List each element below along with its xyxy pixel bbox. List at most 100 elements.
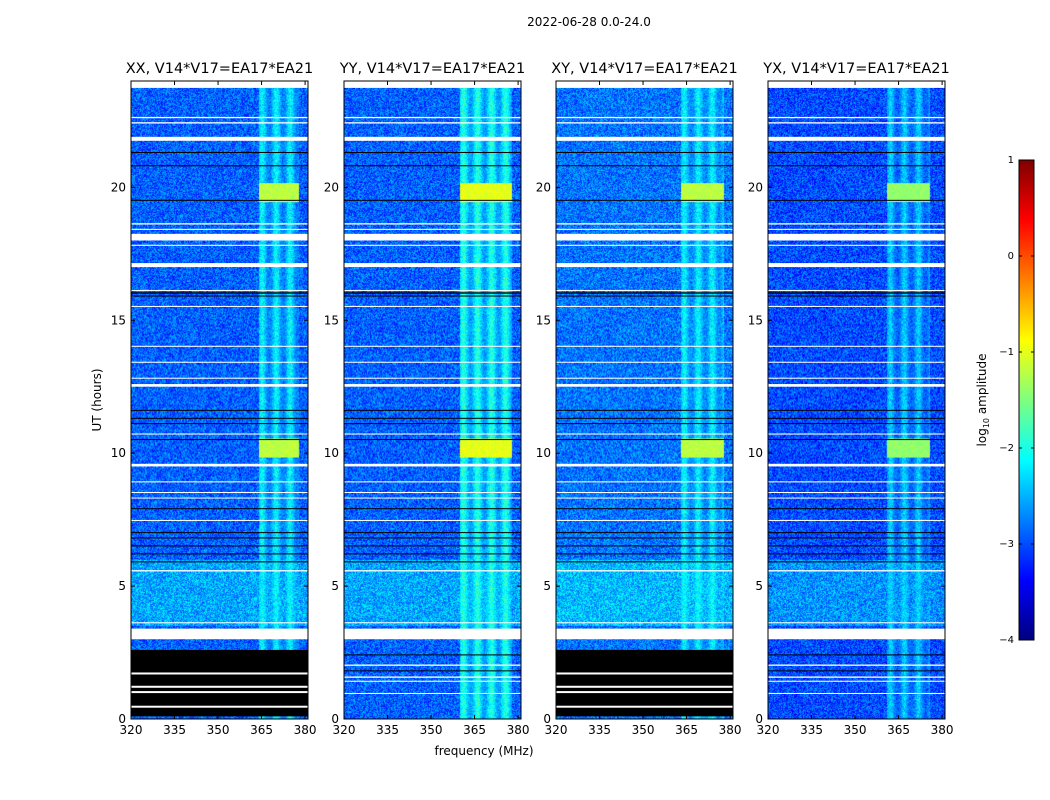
flagged-row-white <box>131 622 308 624</box>
y-tick-label: 15 <box>111 313 126 327</box>
x-tick-label: 365 <box>250 723 273 737</box>
flagged-row-white <box>131 433 308 435</box>
x-tick-label: 380 <box>294 723 317 737</box>
flagged-row-white <box>768 519 945 521</box>
y-tick-label: 10 <box>536 446 551 460</box>
x-tick-label: 335 <box>163 723 186 737</box>
flagged-row-black <box>768 561 945 563</box>
flagged-row-white <box>556 244 733 246</box>
flagged-row-white <box>768 233 945 241</box>
flagged-row-black <box>556 553 733 555</box>
flagged-row-black <box>131 417 308 419</box>
y-tick-label: 20 <box>324 180 339 194</box>
colorbar-tick-label: 0 <box>1008 251 1014 262</box>
x-tick-label: 350 <box>207 723 230 737</box>
flagged-row-white <box>768 664 945 666</box>
flagged-row-black <box>768 165 945 167</box>
flagged-row-white <box>556 289 733 292</box>
flagged-row-white <box>344 664 521 666</box>
flagged-row-white <box>768 244 945 246</box>
heatmap-image <box>131 87 308 719</box>
y-tick-label: 0 <box>755 712 763 726</box>
flagged-row-white <box>768 481 945 483</box>
flagged-row-white <box>556 116 733 119</box>
flagged-row-black <box>344 670 521 672</box>
flagged-row-white <box>556 705 733 708</box>
flagged-row-black <box>131 165 308 167</box>
x-tick-label: 365 <box>887 723 910 737</box>
flagged-row-white <box>131 497 308 499</box>
flagged-row-black <box>344 561 521 563</box>
flagged-row-black <box>556 292 733 294</box>
flagged-row-black <box>344 439 521 441</box>
colorbar-tick-label: 1 <box>1008 155 1014 166</box>
flagged-row-white <box>768 497 945 499</box>
panel-title: XY, V14*V17=EA17*EA21 <box>551 61 737 77</box>
flagged-row-white <box>556 481 733 483</box>
y-tick-label: 5 <box>543 579 551 593</box>
flagged-row-white <box>131 672 308 675</box>
colorbar-ticks: 1 0 −1 −2 −3 −4 <box>999 155 1034 646</box>
flagged-row-white <box>556 622 733 624</box>
flagged-row-white <box>768 263 945 268</box>
flagged-row-black <box>556 537 733 539</box>
flagged-row-white <box>768 463 945 467</box>
colorbar-tick-label: −4 <box>999 635 1014 646</box>
flagged-row-white <box>556 233 733 241</box>
flagged-row-black <box>344 292 521 294</box>
flagged-row-black <box>556 423 733 425</box>
flagged-row-white <box>768 223 945 225</box>
flagged-row-white <box>344 345 521 347</box>
y-tick-label: 10 <box>324 446 339 460</box>
flagged-row-white <box>556 384 733 387</box>
x-tick-label: 350 <box>844 723 867 737</box>
flagged-row-white <box>131 289 308 292</box>
x-axis-label: frequency (MHz) <box>434 744 533 758</box>
flagged-row-white <box>131 233 308 241</box>
flagged-row-black <box>768 532 945 534</box>
flagged-row-white <box>131 244 308 246</box>
x-tick-label: 380 <box>719 723 742 737</box>
flagged-row-white <box>768 622 945 624</box>
flagged-row-white <box>131 345 308 347</box>
flagged-row-white <box>768 680 945 682</box>
axes-frame <box>555 80 734 720</box>
flagged-row-white <box>344 384 521 387</box>
flagged-row-black <box>131 537 308 539</box>
flagged-row-white <box>556 463 733 467</box>
flagged-row-black <box>131 151 308 153</box>
flagged-row-black <box>131 508 308 510</box>
x-tick-label: 335 <box>376 723 399 737</box>
flagged-row-white <box>556 519 733 521</box>
flagged-row-white <box>344 433 521 435</box>
panel-title: YX, V14*V17=EA17*EA21 <box>762 61 949 77</box>
flagged-row-white <box>556 491 733 494</box>
flagged-row-white <box>556 377 733 379</box>
flagged-row-black <box>344 409 521 411</box>
flagged-row-black <box>556 409 733 411</box>
flagged-row-black <box>768 199 945 201</box>
flagged-row-black <box>556 561 733 563</box>
flagged-row-black <box>556 508 733 510</box>
flagged-row-white <box>556 361 733 363</box>
flagged-row-black <box>768 654 945 656</box>
y-tick-label: 15 <box>324 313 339 327</box>
x-tick-label: 350 <box>420 723 443 737</box>
flagged-row-white <box>768 361 945 363</box>
flagged-row-white <box>131 519 308 521</box>
heatmap-image <box>556 87 733 719</box>
flagged-row-white <box>131 685 308 688</box>
flagged-row-white <box>768 305 945 307</box>
panel-title: YY, V14*V17=EA17*EA21 <box>339 61 525 77</box>
flagged-row-black <box>344 199 521 201</box>
flagged-row-white <box>131 628 308 640</box>
flagged-row-white <box>131 570 308 572</box>
panel-title: XX, V14*V17=EA17*EA21 <box>126 61 314 77</box>
figure-suptitle: 2022-06-28 0.0-24.0 <box>527 15 651 29</box>
y-tick-label: 15 <box>536 313 551 327</box>
flagged-row-black <box>768 439 945 441</box>
axes-frame <box>130 80 309 720</box>
colorbar: 10−1−2−3−4 log10 amplitude <box>975 155 1035 646</box>
flagged-row-black <box>344 151 521 153</box>
flagged-row-black <box>768 292 945 294</box>
